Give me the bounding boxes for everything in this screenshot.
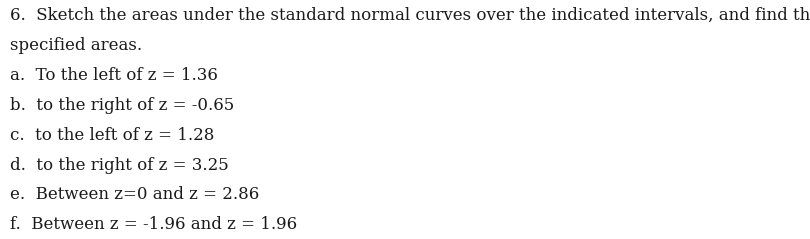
Text: c.  to the left of z = 1.28: c. to the left of z = 1.28 — [10, 127, 214, 144]
Text: f.  Between z = -1.96 and z = 1.96: f. Between z = -1.96 and z = 1.96 — [10, 216, 296, 233]
Text: a.  To the left of z = 1.36: a. To the left of z = 1.36 — [10, 67, 218, 84]
Text: d.  to the right of z = 3.25: d. to the right of z = 3.25 — [10, 157, 228, 174]
Text: 6.  Sketch the areas under the standard normal curves over the indicated interva: 6. Sketch the areas under the standard n… — [10, 7, 810, 24]
Text: specified areas.: specified areas. — [10, 37, 142, 54]
Text: b.  to the right of z = -0.65: b. to the right of z = -0.65 — [10, 97, 234, 114]
Text: e.  Between z=0 and z = 2.86: e. Between z=0 and z = 2.86 — [10, 186, 259, 203]
